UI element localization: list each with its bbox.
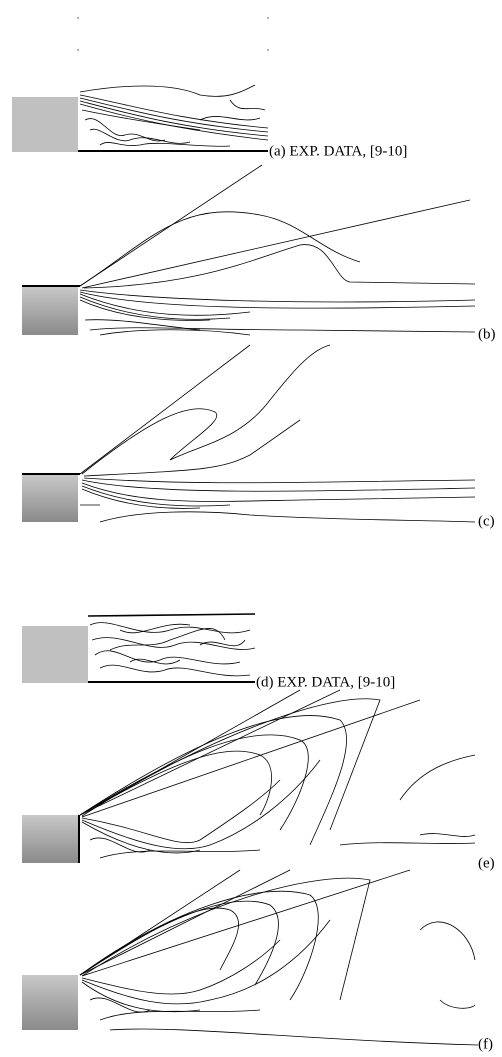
panel-e: (e) xyxy=(22,690,495,871)
panel-label: (b) xyxy=(478,326,496,342)
panel-f: (f) xyxy=(22,870,493,1052)
step-block xyxy=(22,287,78,335)
panel-label: (d) EXP. DATA, [9-10] xyxy=(256,674,395,690)
contours xyxy=(80,870,478,1045)
contours xyxy=(78,85,268,151)
panel-label: (a) EXP. DATA, [9-10] xyxy=(269,143,407,159)
contours xyxy=(88,614,255,682)
panel-label: (f) xyxy=(478,1036,493,1052)
panel-c: (c) xyxy=(22,345,495,529)
panel-b: (b) xyxy=(22,165,496,342)
panel-d: (d) EXP. DATA, [9-10] xyxy=(22,614,395,690)
contours xyxy=(80,690,475,858)
step-block xyxy=(22,626,88,683)
contours xyxy=(80,165,475,335)
step-block xyxy=(22,975,78,1030)
figure: (a) EXP. DATA, [9-10] (b) xyxy=(0,0,502,1057)
step-block xyxy=(12,97,78,152)
step-block xyxy=(22,475,78,522)
panel-a: (a) EXP. DATA, [9-10] xyxy=(12,17,407,159)
panel-label: (e) xyxy=(478,855,495,871)
step-block xyxy=(22,815,78,863)
panel-label: (c) xyxy=(478,513,495,529)
contours xyxy=(80,345,475,522)
